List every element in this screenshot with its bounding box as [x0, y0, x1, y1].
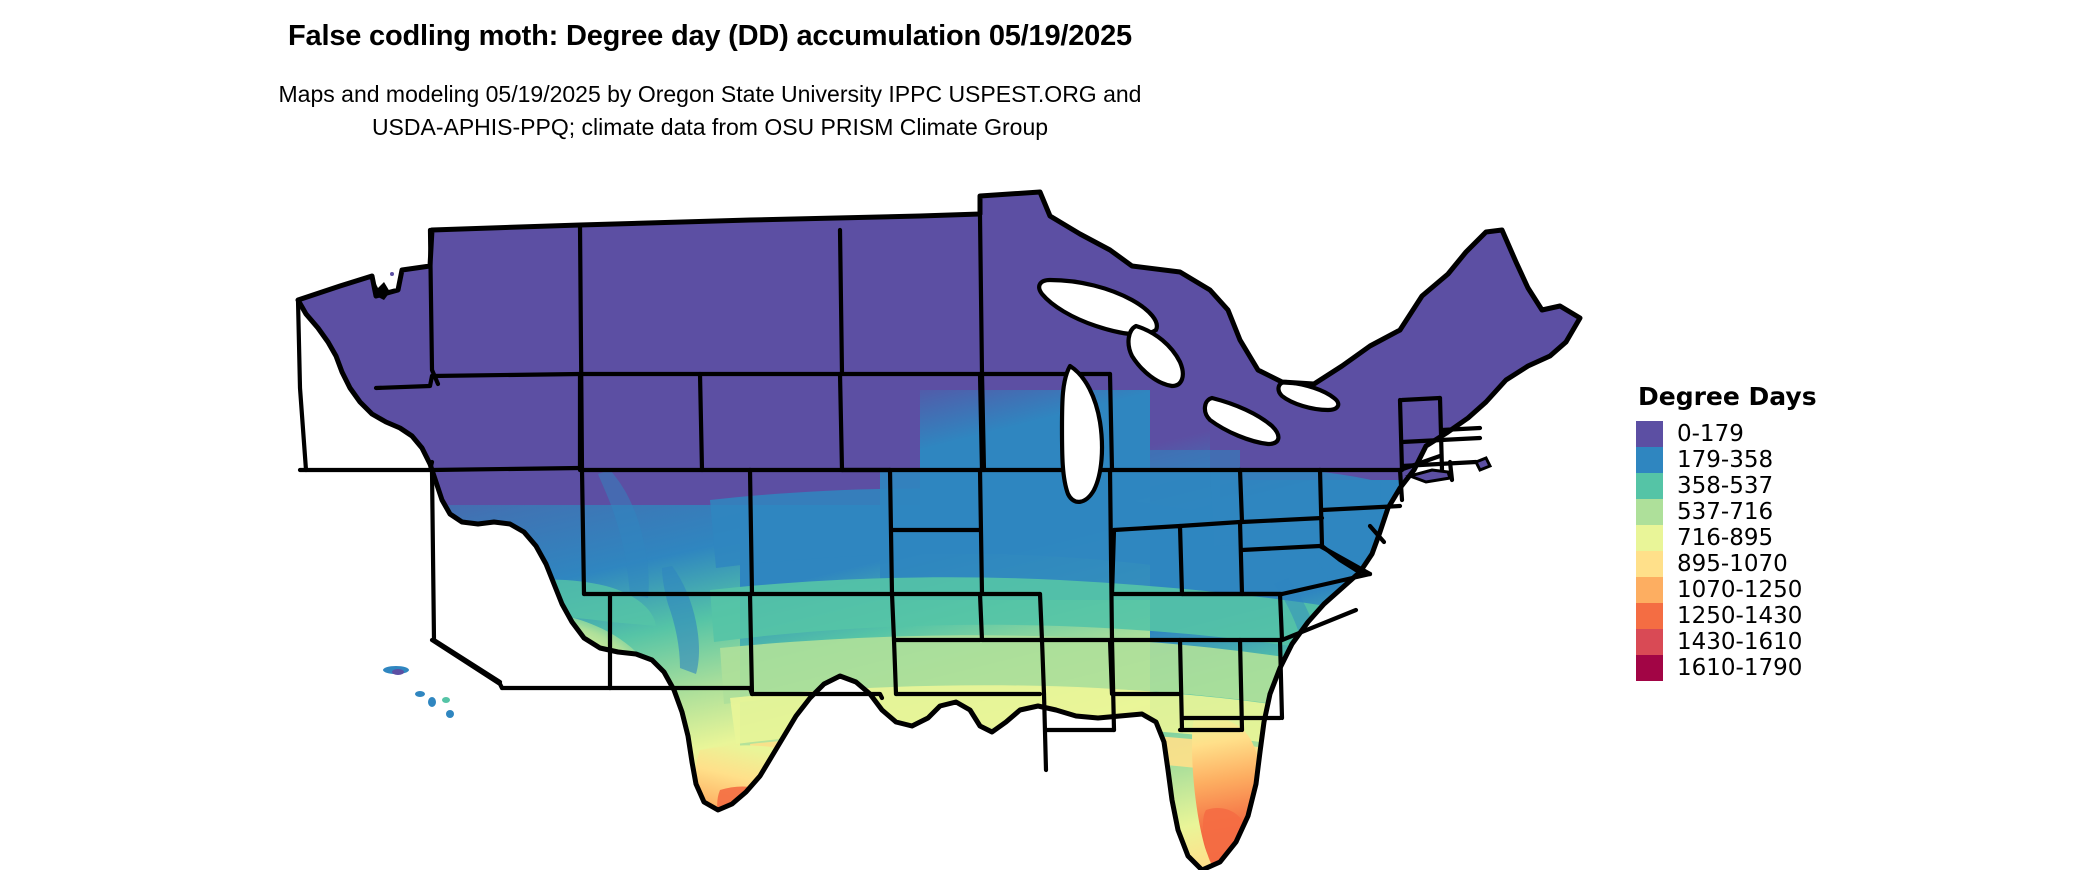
legend-color-swatch: [1636, 447, 1663, 473]
legend-color-swatch: [1636, 525, 1663, 551]
legend-item: 358-537: [1636, 473, 1817, 499]
legend-item-label: 1070-1250: [1677, 577, 1803, 603]
legend-item: 1610-1790: [1636, 655, 1817, 681]
legend-item: 1250-1430: [1636, 603, 1817, 629]
legend-item-label: 179-358: [1677, 447, 1774, 473]
legend-item-label: 1610-1790: [1677, 655, 1803, 681]
legend-color-swatch: [1636, 603, 1663, 629]
legend-item: 537-716: [1636, 499, 1817, 525]
legend-color-swatch: [1636, 421, 1663, 447]
legend-color-swatch: [1636, 551, 1663, 577]
legend-item: 716-895: [1636, 525, 1817, 551]
subtitle-line-2: USDA-APHIS-PPQ; climate data from OSU PR…: [371, 114, 1049, 140]
legend-item-label: 1250-1430: [1677, 603, 1803, 629]
legend-item-label: 895-1070: [1677, 551, 1788, 577]
legend-item: 179-358: [1636, 447, 1817, 473]
puget-sound-islands: [372, 272, 394, 300]
page-title: False codling moth: Degree day (DD) accu…: [288, 20, 1132, 52]
page-subtitle: Maps and modeling 05/19/2025 by Oregon S…: [0, 78, 1420, 144]
great-lakes: [1037, 277, 1341, 504]
legend-color-swatch: [1636, 655, 1663, 681]
legend: Degree Days 0-179 179-358 358-537 537-716 71…: [1636, 382, 1817, 681]
subtitle-line-1: Maps and modeling 05/19/2025 by Oregon S…: [278, 81, 1142, 107]
us-degree-day-choropleth-svg: [295, 189, 1583, 870]
channel-islands: [383, 666, 454, 718]
legend-item: 1430-1610: [1636, 629, 1817, 655]
national-outline: [295, 189, 1583, 870]
legend-rows: 0-179 179-358 358-537 537-716 716-895 895-107…: [1636, 421, 1817, 681]
legend-item: 1070-1250: [1636, 577, 1817, 603]
legend-item: 0-179: [1636, 421, 1817, 447]
legend-color-swatch: [1636, 499, 1663, 525]
legend-item-label: 1430-1610: [1677, 629, 1803, 655]
legend-item-label: 716-895: [1677, 525, 1774, 551]
legend-item-label: 358-537: [1677, 473, 1774, 499]
choropleth-map: [280, 170, 1650, 870]
legend-title: Degree Days: [1638, 382, 1817, 411]
legend-item-label: 537-716: [1677, 499, 1774, 525]
legend-item-label: 0-179: [1677, 421, 1744, 447]
coastal-islands-northeast: [1405, 456, 1493, 484]
legend-item: 895-1070: [1636, 551, 1817, 577]
legend-color-swatch: [1636, 577, 1663, 603]
legend-color-swatch: [1636, 473, 1663, 499]
legend-color-swatch: [1636, 629, 1663, 655]
